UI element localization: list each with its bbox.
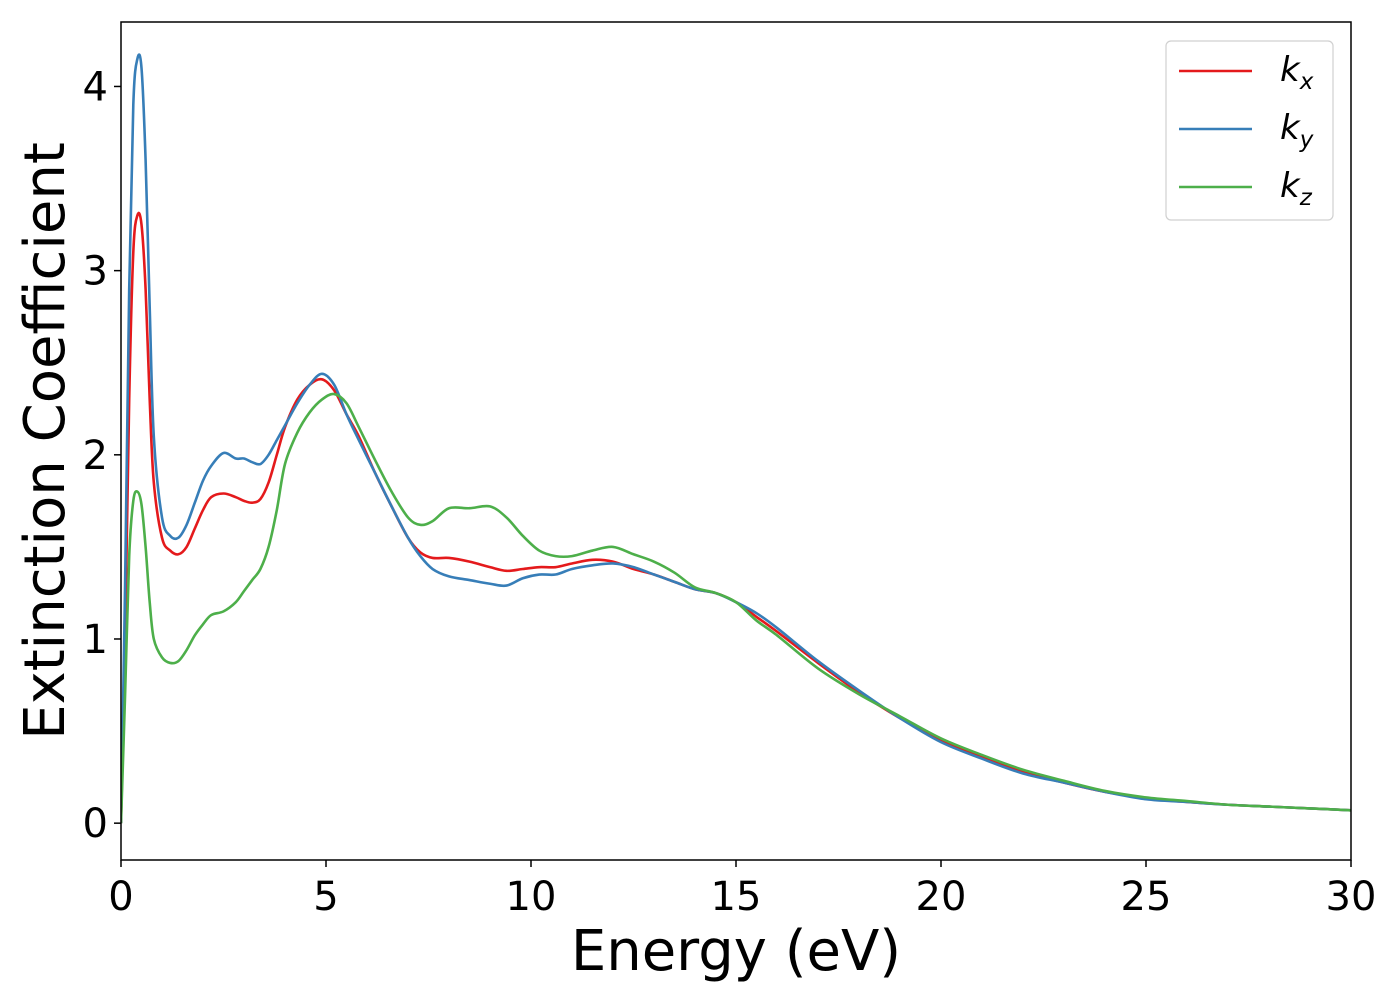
x-tick-label: 25: [1121, 874, 1172, 920]
series-line-kx: [121, 211, 1351, 824]
legend-label-subscript: x: [1299, 69, 1314, 95]
y-tick-label: 0: [83, 801, 108, 847]
x-tick-label: 30: [1326, 874, 1377, 920]
series-layer: [121, 53, 1351, 824]
legend-label-subscript: z: [1299, 185, 1313, 211]
x-tick-label: 20: [916, 874, 967, 920]
y-axis-title: Extinction Coefficient: [13, 142, 78, 740]
x-axis-title: Energy (eV): [571, 919, 901, 984]
y-tick-label: 4: [83, 64, 108, 110]
legend-label: kz: [1280, 166, 1313, 211]
legend-label-base: k: [1280, 166, 1301, 206]
legend-label-subscript: y: [1299, 127, 1314, 153]
x-tick-label: 15: [711, 874, 762, 920]
series-line-kz: [121, 392, 1351, 824]
legend-label-base: k: [1280, 50, 1301, 90]
x-tick-label: 10: [506, 874, 557, 920]
legend-label: ky: [1280, 108, 1314, 153]
tick-layer: 0 5 10 15 20 25 30 0 1 2 3 4: [83, 64, 1377, 920]
x-tick-label: 0: [108, 874, 133, 920]
y-tick-label: 2: [83, 433, 108, 479]
legend-label: kx: [1280, 50, 1314, 95]
legend-box: [1165, 40, 1334, 221]
y-tick-label: 1: [83, 617, 108, 663]
y-tick-label: 3: [83, 249, 108, 295]
legend-label-base: k: [1280, 108, 1301, 148]
x-tick-label: 5: [313, 874, 338, 920]
series-line-ky: [121, 53, 1351, 824]
